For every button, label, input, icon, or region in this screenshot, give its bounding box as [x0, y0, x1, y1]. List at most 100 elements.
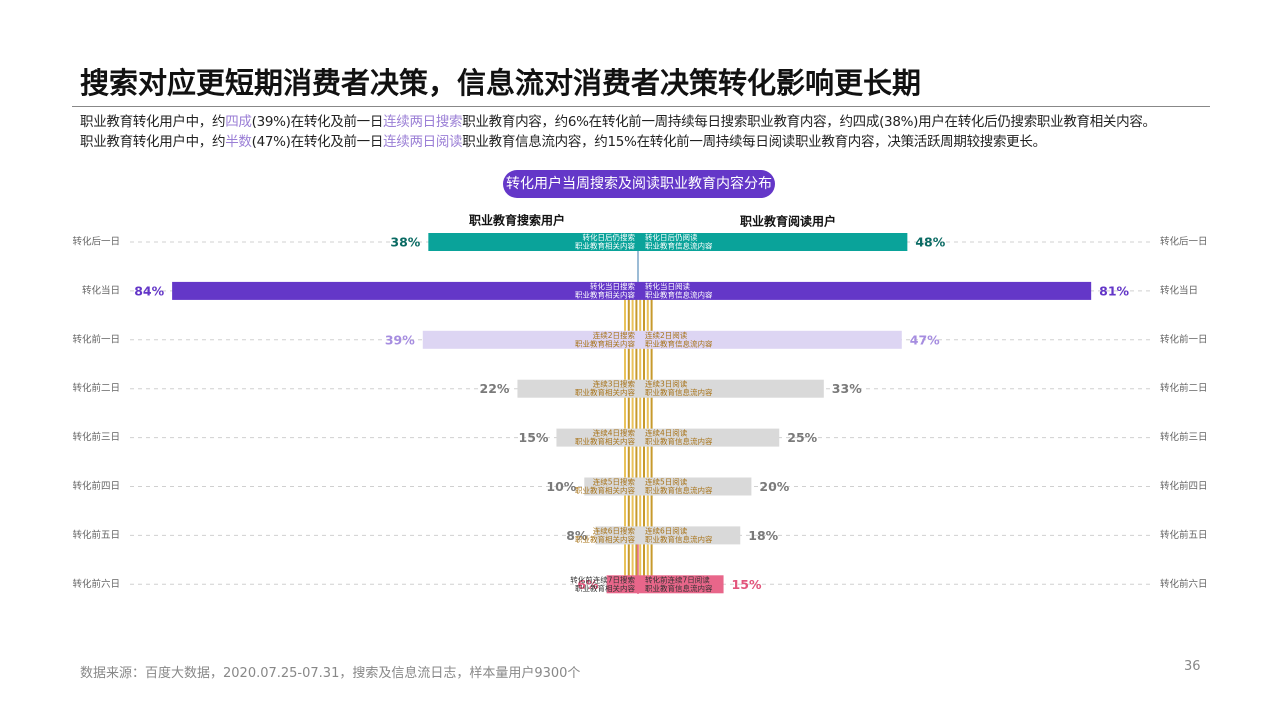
series-label: 职业教育搜索用户 [469, 213, 565, 228]
bar-inner-label: 连续4日搜索 [593, 428, 636, 438]
bar [640, 281, 1092, 300]
bar-inner-label: 职业教育信息流内容 [645, 241, 713, 251]
bar [640, 428, 780, 447]
value-label: 15% [732, 577, 762, 592]
subtitle-segment: (47%)在转化及前一日 [251, 134, 384, 150]
value-label: 6% [577, 577, 599, 592]
divider [72, 106, 1210, 107]
bar-inner-label: 职业教育信息流内容 [645, 485, 713, 495]
bar-inner-label: 转化日后仍搜索 [583, 232, 636, 242]
row-label: 转化前一日 [1160, 333, 1208, 345]
bar [595, 526, 640, 545]
bar [640, 233, 908, 251]
row-label: 转化前四日 [72, 480, 120, 492]
value-label: 18% [748, 528, 778, 543]
row-label: 转化前二日 [1160, 382, 1208, 394]
bar [640, 575, 724, 594]
row-label: 转化当日 [82, 284, 120, 296]
subtitle-segment: 半数 [225, 134, 252, 150]
row-label: 转化前五日 [72, 529, 120, 541]
bar-inner-label: 转化日后仍阅读 [645, 232, 698, 242]
row-label: 转化后一日 [1160, 236, 1208, 248]
bar [640, 526, 741, 545]
value-label: 15% [519, 430, 549, 445]
row-label: 转化前一日 [72, 333, 120, 345]
value-label: 84% [134, 283, 164, 298]
bar [422, 330, 640, 349]
bar-inner-label: 转化前连续7日搜索 [570, 574, 635, 584]
subtitle-segment: 职业教育转化用户中，约 [80, 134, 226, 150]
value-label: 81% [1099, 283, 1129, 298]
value-label: 25% [787, 430, 817, 445]
value-label: 10% [546, 479, 576, 494]
bar [640, 379, 824, 398]
value-label: 20% [759, 479, 789, 494]
value-label: 38% [390, 235, 420, 250]
row-label: 转化当日 [1160, 284, 1198, 296]
bar-inner-label: 职业教育相关内容 [575, 485, 635, 495]
subtitle-segment: 四成 [225, 114, 252, 130]
bar [584, 477, 640, 496]
row-label: 转化后一日 [72, 236, 120, 248]
row-label: 转化前三日 [72, 431, 120, 443]
bar-inner-label: 连续3日阅读 [645, 379, 688, 389]
subtitle-segment: 职业教育转化用户中，约 [80, 114, 226, 130]
bar-inner-label: 职业教育相关内容 [575, 534, 635, 544]
subtitle-segment: 职业教育内容，约6%在转化前一周持续每日搜索职业教育内容，约四成(38%)用户在… [462, 114, 1156, 130]
bar-inner-label: 连续6日阅读 [645, 525, 688, 535]
page-number: 36 [1184, 659, 1201, 674]
subtitle-segment: (39%)在转化及前一日 [251, 114, 384, 130]
value-label: 22% [480, 381, 510, 396]
row-label: 转化前六日 [72, 578, 120, 590]
subtitle-line: 职业教育转化用户中，约四成(39%)在转化及前一日连续两日搜索职业教育内容，约6… [80, 112, 1156, 132]
bar [556, 428, 640, 447]
bar-inner-label: 连续5日阅读 [645, 477, 688, 487]
value-label: 8% [566, 528, 588, 543]
value-label: 47% [910, 332, 940, 347]
subtitle-line: 职业教育转化用户中，约半数(47%)在转化及前一日连续两日阅读职业教育信息流内容… [80, 132, 1156, 152]
value-label: 33% [832, 381, 862, 396]
bar-inner-label: 职业教育相关内容 [575, 241, 635, 251]
bar-inner-label: 职业教育信息流内容 [645, 338, 713, 348]
bar-inner-label: 转化当日阅读 [645, 281, 690, 291]
bar [640, 477, 752, 496]
bar-inner-label: 职业教育相关内容 [575, 338, 635, 348]
row-label: 转化前二日 [72, 382, 120, 394]
bar-inner-label: 职业教育信息流内容 [645, 289, 713, 299]
bar-inner-label: 连续6日搜索 [593, 525, 636, 535]
bar-inner-label: 职业教育信息流内容 [645, 387, 713, 397]
bar-inner-label: 职业教育信息流内容 [645, 534, 713, 544]
bar [640, 330, 902, 349]
bar [428, 233, 640, 251]
bar [606, 575, 640, 594]
bar-inner-label: 连续4日阅读 [645, 428, 688, 438]
bar [172, 281, 640, 300]
bar-inner-label: 职业教育相关内容 [575, 387, 635, 397]
row-label: 转化前六日 [1160, 578, 1208, 590]
bar-inner-label: 连续2日搜索 [593, 330, 636, 340]
source-note: 数据来源：百度大数据，2020.07.25-07.31，搜索及信息流日志，样本量… [80, 666, 581, 681]
bar-inner-label: 转化前连续7日阅读 [645, 574, 710, 584]
row-label: 转化前三日 [1160, 431, 1208, 443]
row-label: 转化前五日 [1160, 529, 1208, 541]
chart-title-pill [503, 170, 775, 198]
bar-inner-label: 转化当日搜索 [590, 281, 635, 291]
bar-inner-label: 连续2日阅读 [645, 330, 688, 340]
bar-inner-label: 连续3日搜索 [593, 379, 636, 389]
subtitle-segment: 连续两日搜索 [383, 114, 463, 130]
bar-inner-label: 职业教育相关内容 [575, 289, 635, 299]
value-label: 39% [385, 332, 415, 347]
chart-title: 转化用户当周搜索及阅读职业教育内容分布 [506, 175, 772, 192]
bar-inner-label: 职业教育相关内容 [575, 583, 635, 593]
subtitle-segment: 职业教育信息流内容，约15%在转化前一周持续每日阅读职业教育内容，决策活跃周期较… [462, 134, 1046, 150]
subtitle-segment: 连续两日阅读 [383, 134, 463, 150]
bar [517, 379, 640, 398]
row-label: 转化前四日 [1160, 480, 1208, 492]
bar-inner-label: 职业教育信息流内容 [645, 583, 713, 593]
value-label: 48% [915, 235, 945, 250]
bar-inner-label: 连续5日搜索 [593, 477, 636, 487]
bar-inner-label: 职业教育信息流内容 [645, 436, 713, 446]
slide-title: 搜索对应更短期消费者决策，信息流对消费者决策转化影响更长期 [80, 66, 922, 100]
